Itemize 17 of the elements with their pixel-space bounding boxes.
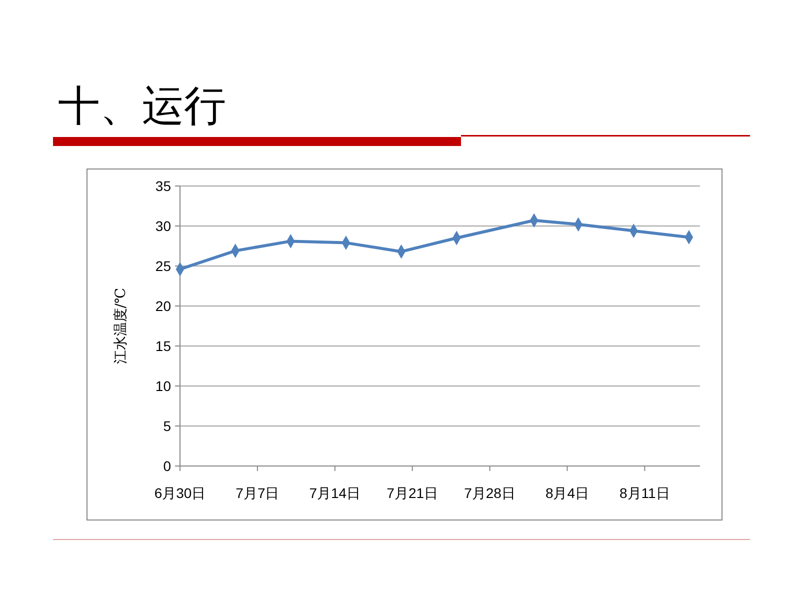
y-tick-label: 0 [163,458,172,474]
x-tick-label: 7月28日 [464,485,516,501]
y-tick-label: 15 [155,338,172,354]
x-tick-label: 8月4日 [545,485,590,501]
x-tick-label: 7月21日 [386,485,438,501]
y-tick-label: 20 [155,298,172,314]
y-tick-label: 5 [163,418,172,434]
y-tick-label: 10 [155,378,172,394]
y-tick-label: 35 [155,178,172,194]
y-tick-label: 30 [155,218,172,234]
x-tick-label: 7月7日 [236,485,280,501]
chart-title: 十、运行 [58,81,226,130]
y-axis-title: 江水温度/℃ [113,288,129,364]
y-tick-label: 25 [155,258,172,274]
x-tick-label: 6月30日 [154,485,206,501]
x-tick-label: 8月11日 [620,485,670,501]
x-tick-label: 7月14日 [309,485,361,501]
